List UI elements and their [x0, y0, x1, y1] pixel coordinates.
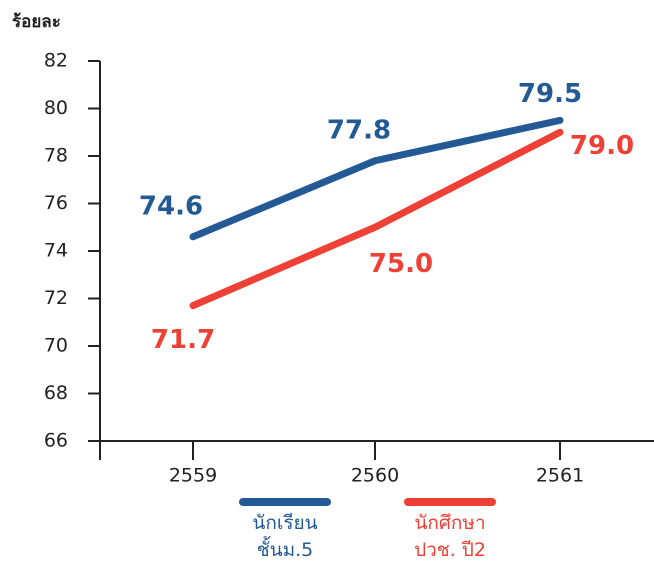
- legend-label: นักเรียน ชั้นม.5: [252, 512, 318, 561]
- data-label: 79.5: [518, 79, 582, 109]
- y-tick-label: 70: [44, 335, 68, 357]
- legend-label: นักศึกษา ปวช. ปี2: [414, 512, 486, 561]
- y-tick-label: 78: [44, 145, 68, 167]
- y-tick-label: 76: [44, 192, 68, 214]
- data-label: 74.6: [139, 191, 203, 221]
- series-line: [189, 128, 564, 310]
- data-label: 71.7: [151, 325, 215, 355]
- y-tick-label: 82: [44, 50, 68, 72]
- x-tick-label: 2559: [169, 465, 217, 487]
- y-tick-label: 80: [44, 97, 68, 119]
- data-label: 75.0: [369, 249, 433, 279]
- data-label: 77.8: [327, 115, 391, 145]
- series-line: [189, 116, 564, 241]
- x-tick-label: 2560: [351, 465, 399, 487]
- data-label: 79.0: [570, 131, 634, 161]
- y-tick-label: 68: [44, 382, 68, 404]
- y-tick-label: 74: [44, 240, 68, 262]
- y-tick-label: 72: [44, 287, 68, 309]
- x-tick-label: 2561: [536, 465, 584, 487]
- y-tick-label: 66: [44, 430, 68, 452]
- y-axis-label: ร้อยละ: [12, 12, 61, 32]
